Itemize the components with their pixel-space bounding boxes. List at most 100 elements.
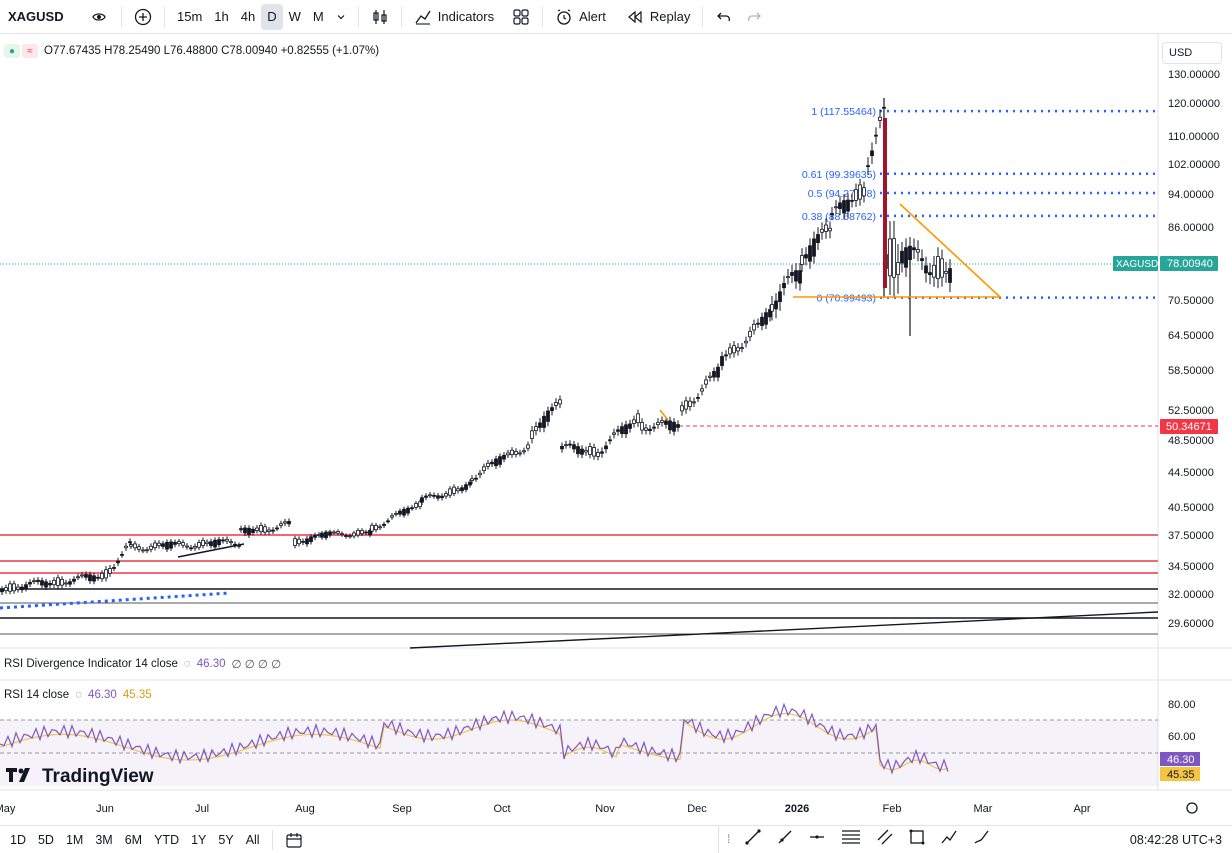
rectangle-icon[interactable] (908, 828, 926, 851)
interval-dropdown[interactable] (330, 4, 352, 30)
price-tick-label: 70.50000 (1168, 295, 1214, 307)
candle (301, 540, 305, 543)
candle (247, 527, 251, 536)
range-all[interactable]: All (245, 832, 260, 847)
range-6m[interactable]: 6M (124, 832, 143, 847)
candle (340, 533, 344, 536)
indicators-button[interactable]: Indicators (408, 4, 500, 30)
rsi-divergence-title[interactable]: RSI Divergence Indicator 14 close (4, 658, 178, 670)
candle (728, 347, 732, 355)
replay-button[interactable]: Replay (620, 4, 696, 30)
interval-d[interactable]: D (261, 3, 283, 30)
undo-button[interactable] (709, 4, 739, 30)
range-5y[interactable]: 5Y (218, 832, 234, 847)
rsi-tick-label: 60.00 (1168, 731, 1196, 743)
candle (88, 574, 92, 582)
gear-icon[interactable] (1186, 802, 1198, 814)
trend-line-icon[interactable] (744, 828, 762, 851)
interval-m[interactable]: M (312, 9, 324, 24)
triangle-small[interactable] (659, 409, 669, 421)
parallel-channel-icon[interactable] (876, 828, 894, 851)
candle (84, 574, 88, 578)
candle (888, 238, 892, 277)
symbol-search[interactable]: XAGUSD (0, 0, 115, 34)
candle (542, 415, 546, 428)
candle (672, 421, 676, 432)
fib-retracement-icon[interactable] (840, 828, 862, 851)
price-tick-label: 86.00000 (1168, 222, 1214, 234)
date-range-button[interactable] (279, 827, 309, 853)
rsi-value-badge-label: 46.30 (1167, 754, 1195, 766)
compare-add-button[interactable] (128, 4, 158, 30)
redo-button[interactable] (739, 4, 769, 30)
rsi-tick-label: 80.00 (1168, 699, 1196, 711)
rsi-line (0, 702, 949, 775)
range-5d[interactable]: 5D (37, 832, 54, 847)
last-price-badge (1160, 256, 1218, 271)
layouts-button[interactable] (506, 4, 536, 30)
brush-icon[interactable] (972, 828, 990, 851)
horizontal-line-icon[interactable] (808, 828, 826, 851)
candle (386, 520, 390, 523)
currency-selector[interactable]: USD (1162, 42, 1222, 64)
candle (510, 449, 514, 456)
range-1d[interactable]: 1D (10, 832, 26, 847)
legend-badge[interactable]: ● ≈ (4, 44, 38, 58)
candle (764, 312, 768, 325)
bottom-toolbar: 1D 5D 1M 3M 6M YTD 1Y 5Y All (0, 825, 1232, 853)
range-1m[interactable]: 1M (65, 832, 84, 847)
chart-type-button[interactable] (365, 4, 395, 30)
status-dot-icon: ● (4, 44, 20, 58)
indicators-label: Indicators (437, 9, 495, 24)
candle (68, 581, 72, 585)
candle (181, 542, 185, 546)
plus-circle-icon (134, 8, 152, 26)
candle (506, 452, 510, 456)
alert-button[interactable]: Alert (549, 4, 612, 30)
chart-canvas[interactable]: 1 (117.55464)0.61 (99.39635)0.5 (94.2747… (0, 34, 1232, 825)
candle (850, 199, 854, 202)
candle (410, 507, 414, 510)
eye-icon[interactable] (91, 9, 107, 25)
path-icon[interactable] (940, 828, 958, 851)
candle (96, 576, 100, 579)
candle (48, 582, 52, 586)
interval-4h[interactable]: 4h (240, 9, 256, 24)
drag-handle-icon[interactable]: ⁞ (727, 832, 731, 846)
time-tick-label: Feb (883, 803, 902, 815)
candle (820, 228, 824, 233)
range-3m[interactable]: 3M (95, 832, 113, 847)
candle (828, 227, 832, 232)
time-tick-label: Oct (493, 803, 510, 815)
candle (546, 410, 550, 422)
price-tick-label: 130.00000 (1168, 69, 1220, 81)
trend-line[interactable] (177, 543, 245, 558)
candle (870, 150, 874, 157)
price-tick-label: 64.50000 (1168, 330, 1214, 342)
range-ytd[interactable]: YTD (154, 832, 180, 847)
alert-price-badge[interactable] (1160, 419, 1218, 434)
candle (786, 276, 790, 279)
clock-timezone[interactable]: 08:42:28 UTC+3 (1129, 833, 1222, 847)
price-tick-label: 110.00000 (1168, 131, 1219, 143)
candle (648, 428, 652, 431)
wave-icon: ≈ (22, 44, 38, 58)
interval-w[interactable]: W (288, 9, 301, 24)
long-trend-line[interactable] (409, 611, 1159, 649)
tradingview-logo[interactable]: TradingView (6, 766, 154, 788)
candle (612, 432, 616, 435)
triangle-pattern[interactable] (899, 203, 1003, 298)
range-1y[interactable]: 1Y (191, 832, 207, 847)
candle (760, 316, 764, 326)
dotted-trend-line[interactable] (0, 591, 231, 610)
rsi-ma-value: 45.35 (122, 689, 152, 701)
ray-line-icon[interactable] (776, 828, 794, 851)
candle (293, 538, 297, 546)
candle (560, 445, 564, 450)
candle (644, 427, 648, 431)
rsi-title[interactable]: RSI 14 close (4, 689, 70, 701)
candle (313, 534, 317, 538)
candle (80, 574, 84, 577)
interval-1h[interactable]: 1h (214, 9, 229, 24)
interval-15m[interactable]: 15m (177, 9, 203, 24)
